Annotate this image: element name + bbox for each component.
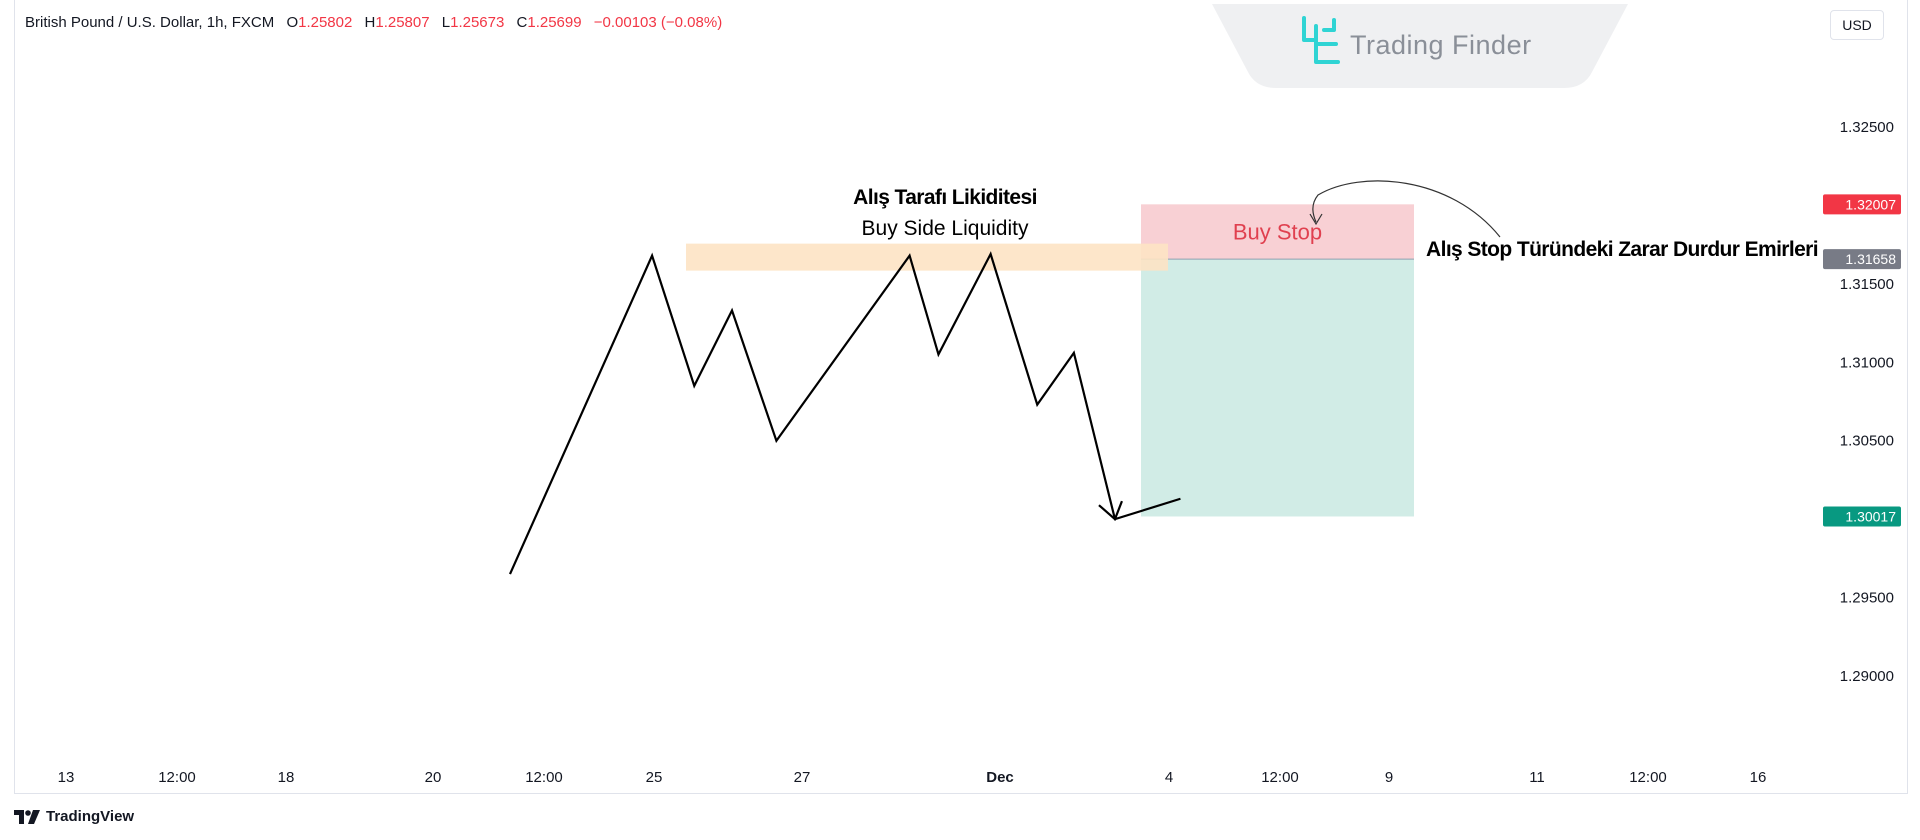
close-value: 1.25699: [527, 14, 582, 31]
x-tick-label: Dec: [986, 769, 1014, 786]
chart-frame: [14, 0, 1908, 794]
trading-finder-logo-icon: [1302, 16, 1340, 64]
x-tick-label: 12:00: [525, 769, 563, 786]
liquidity-title-tr: Alış Tarafı Likiditesi: [853, 186, 1037, 209]
x-tick-label: 12:00: [158, 769, 196, 786]
symbol-title[interactable]: British Pound / U.S. Dollar, 1h, FXCM: [25, 14, 275, 31]
y-tick-label: 1.31000: [1840, 354, 1894, 371]
take-profit-zone: [1141, 259, 1414, 517]
stop-price-tag: 1.32007: [1823, 194, 1901, 215]
x-tick-label: 12:00: [1629, 769, 1667, 786]
curved-arrow-head: [1309, 213, 1323, 226]
high-value: 1.25807: [375, 14, 430, 31]
curved-arrow: [1312, 180, 1501, 238]
symbol-header: British Pound / U.S. Dollar, 1h, FXCM O1…: [25, 14, 722, 31]
close-label: C: [516, 14, 528, 31]
x-tick-label: 25: [646, 769, 663, 786]
buy-side-liquidity-band: [686, 243, 1168, 271]
price-path-line: [508, 251, 1181, 575]
open-value: 1.25802: [298, 14, 353, 31]
target-price-tag: 1.30017: [1823, 506, 1901, 527]
y-tick-label: 1.31500: [1840, 276, 1894, 293]
x-tick-label: 18: [278, 769, 295, 786]
change-value: −0.00103 (−0.08%): [593, 14, 723, 31]
x-tick-label: 20: [425, 769, 442, 786]
y-tick-label: 1.30500: [1840, 433, 1894, 450]
y-tick-label: 1.29500: [1840, 590, 1894, 607]
tradingview-brand[interactable]: TradingView: [14, 808, 134, 825]
x-tick-label: 12:00: [1261, 769, 1299, 786]
entry-price-tag: 1.31658: [1823, 249, 1901, 270]
x-tick-label: 13: [58, 769, 75, 786]
stop-price-tag-text: 1.32007: [1845, 196, 1896, 212]
low-label: L: [441, 14, 451, 31]
stop-price-tag-bg: [1823, 194, 1901, 215]
buy-stop-label: Buy Stop: [1233, 220, 1322, 245]
entry-price-tag-bg: [1823, 249, 1901, 270]
tradingview-logo-icon: [14, 809, 40, 824]
currency-button[interactable]: USD: [1830, 10, 1884, 40]
watermark-text: Trading Finder: [1350, 30, 1532, 60]
tradingview-brand-text: TradingView: [46, 808, 135, 825]
target-price-tag-text: 1.30017: [1845, 508, 1896, 524]
target-price-tag-bg: [1823, 506, 1901, 527]
x-tick-label: 4: [1165, 769, 1173, 786]
stop-loss-zone: [1141, 204, 1414, 260]
stop-orders-label: Alış Stop Türündeki Zarar Durdur Emirler…: [1426, 238, 1818, 261]
low-value: 1.25673: [450, 14, 505, 31]
x-tick-label: 9: [1385, 769, 1393, 786]
y-tick-label: 1.29000: [1840, 668, 1894, 685]
open-label: O: [286, 14, 299, 31]
x-tick-label: 16: [1750, 769, 1767, 786]
arrow-head: [1098, 500, 1123, 522]
entry-price-tag-text: 1.31658: [1845, 251, 1896, 267]
x-tick-label: 27: [794, 769, 811, 786]
liquidity-title-en: Buy Side Liquidity: [862, 217, 1029, 240]
y-tick-label: 1.32500: [1840, 119, 1894, 136]
high-label: H: [364, 14, 376, 31]
x-tick-label: 11: [1529, 769, 1545, 786]
